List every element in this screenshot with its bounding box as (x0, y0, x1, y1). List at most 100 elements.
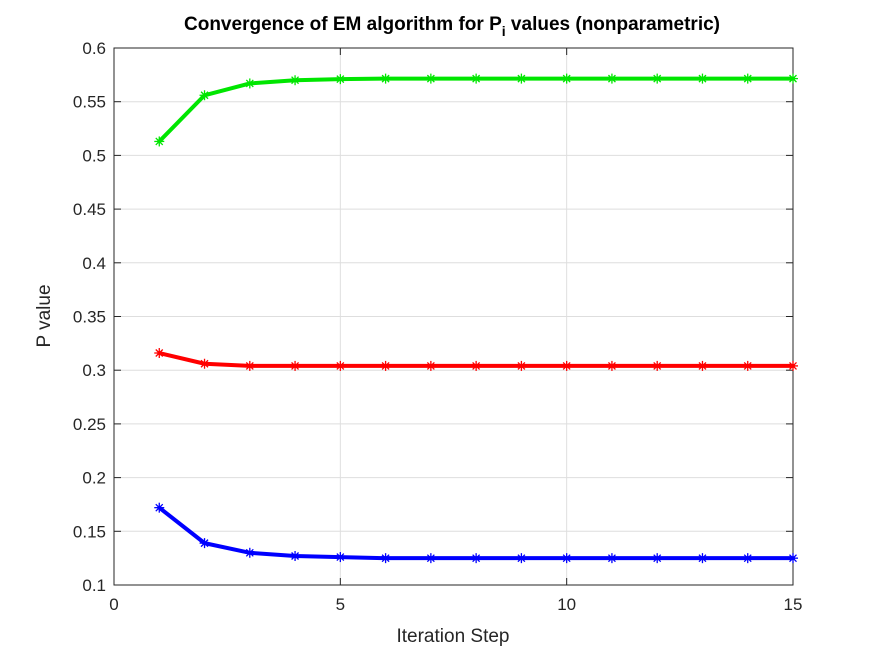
series-1-point (471, 73, 482, 84)
series-1-point (606, 73, 617, 84)
x-axis-label: Iteration Step (396, 626, 509, 647)
asterisk-stroke (336, 75, 345, 84)
series-3-point (697, 553, 708, 564)
asterisk-stroke (426, 361, 435, 370)
x-tick-label: 0 (109, 595, 118, 614)
asterisk-stroke (562, 554, 571, 563)
series-1-point (561, 73, 572, 84)
asterisk-stroke (743, 74, 752, 83)
asterisk-stroke (517, 74, 526, 83)
chart-title: Convergence of EM algorithm for Pi value… (184, 14, 720, 39)
y-tick-label: 0.35 (73, 308, 106, 327)
asterisk-stroke (607, 361, 616, 370)
y-tick-label: 0.5 (82, 146, 106, 165)
series-3-point (199, 538, 210, 549)
series-1-point (697, 73, 708, 84)
series-2-point (199, 358, 210, 369)
series-3-point (425, 553, 436, 564)
y-tick-label: 0.55 (73, 93, 106, 112)
series-2-point (471, 360, 482, 371)
series-1-point (290, 75, 301, 86)
series-1-point (199, 90, 210, 101)
series-2-point (697, 360, 708, 371)
series-2-point (606, 360, 617, 371)
x-tick-label: 5 (336, 595, 345, 614)
asterisk-stroke (291, 361, 300, 370)
asterisk-stroke (653, 554, 662, 563)
asterisk-stroke (472, 554, 481, 563)
series-3-point (290, 551, 301, 562)
series-2-point (788, 360, 798, 371)
x-tick-label: 15 (784, 595, 803, 614)
asterisk-stroke (698, 74, 707, 83)
asterisk-stroke (200, 539, 209, 548)
series-3-point (606, 553, 617, 564)
series-1-point (425, 73, 436, 84)
asterisk-stroke (698, 361, 707, 370)
series-lines (154, 73, 798, 564)
series-1-point (335, 74, 346, 85)
series-1-point (652, 73, 663, 84)
x-tick-label: 10 (557, 595, 576, 614)
asterisk-stroke (426, 74, 435, 83)
series-1-point (154, 136, 165, 147)
asterisk-stroke (381, 361, 390, 370)
asterisk-stroke (607, 554, 616, 563)
asterisk-stroke (789, 361, 797, 370)
asterisk-stroke (381, 554, 390, 563)
series-3-point (788, 553, 798, 564)
series-3-point (154, 502, 165, 513)
asterisk-stroke (291, 76, 300, 85)
chart-title-main: Convergence of EM algorithm for P (184, 14, 502, 35)
asterisk-stroke (698, 554, 707, 563)
y-tick-label: 0.6 (82, 39, 106, 58)
asterisk-stroke (200, 359, 209, 368)
asterisk-stroke (472, 361, 481, 370)
series-3-point (244, 547, 255, 558)
asterisk-stroke (381, 74, 390, 83)
asterisk-stroke (426, 554, 435, 563)
series-3-point (561, 553, 572, 564)
asterisk-stroke (336, 553, 345, 562)
asterisk-stroke (517, 554, 526, 563)
series-3-point (471, 553, 482, 564)
y-tick-label: 0.15 (73, 522, 106, 541)
asterisk-stroke (155, 349, 164, 357)
y-tick-label: 0.2 (82, 469, 106, 488)
series-1-point (788, 73, 798, 84)
chart-title-subscript: i (502, 23, 506, 39)
series-2-point (154, 348, 165, 359)
asterisk-stroke (155, 503, 164, 512)
y-axis-label: P value (34, 284, 55, 347)
asterisk-stroke (291, 552, 300, 560)
asterisk-stroke (743, 361, 752, 370)
asterisk-stroke (245, 361, 254, 370)
series-3-point (652, 553, 663, 564)
series-2-point (516, 360, 527, 371)
asterisk-stroke (245, 548, 254, 557)
y-tick-label: 0.1 (82, 576, 106, 595)
series-1-point (742, 73, 753, 84)
y-tick-label: 0.45 (73, 200, 106, 219)
asterisk-stroke (562, 361, 571, 370)
axis-ticks: 0 5 10 15 0.1 0.15 0.2 0.25 0.3 0.35 0.4 0.45 0.5 0.5… (73, 39, 803, 614)
y-tick-label: 0.25 (73, 415, 106, 434)
series-2-point (244, 360, 255, 371)
asterisk-stroke (336, 361, 345, 370)
asterisk-stroke (245, 79, 254, 88)
series-2-point (380, 360, 391, 371)
asterisk-stroke (607, 74, 616, 83)
series-line-1 (157, 76, 795, 144)
series-2-point (335, 360, 346, 371)
series-2-point (742, 360, 753, 371)
series-2-point (425, 360, 436, 371)
series-1-point (516, 73, 527, 84)
asterisk-stroke (743, 554, 752, 563)
series-3-point (380, 553, 391, 564)
asterisk-stroke (653, 361, 662, 370)
asterisk-stroke (200, 91, 209, 100)
series-3-point (335, 552, 346, 563)
series-3-point (742, 553, 753, 564)
series-2-point (652, 360, 663, 371)
